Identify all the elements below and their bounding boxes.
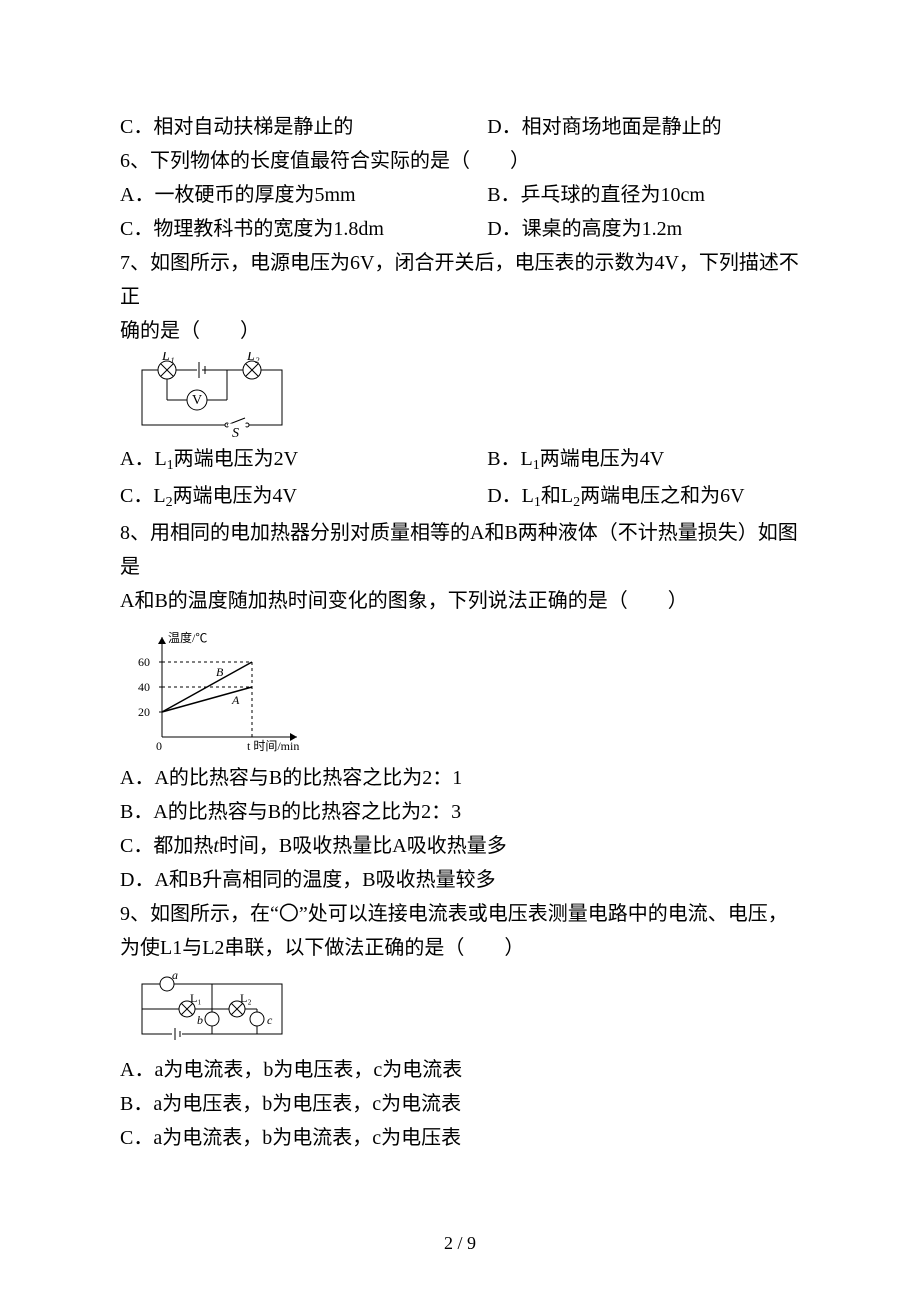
q7-option-d: D．L1和L2两端电压之和为6V [487,479,800,516]
q9-a-label: a [172,969,178,982]
q8-series-a: A [231,693,240,707]
q9-l1-label: L₁ [190,991,202,1005]
q8-option-c: C．都加热t时间，B吸收热量比A吸收热量多 [120,829,800,863]
q8-ylabel: 温度/℃ [168,630,207,645]
q8-stem-line1: 8、用相同的电加热器分别对质量相等的A和B两种液体（不计热量损失）如图是 [120,516,800,584]
q9-stem-line2: 为使L1与L2串联，以下做法正确的是（ ） [120,931,800,965]
q7-options-ab: A．L1两端电压为2V B．L1两端电压为4V [120,442,800,479]
q8-series-b: B [216,665,224,679]
q6-stem: 6、下列物体的长度值最符合实际的是（ ） [120,144,800,178]
q6-option-b: B．乒乓球的直径为10cm [487,178,800,212]
q9-l2-label: L₂ [240,991,252,1005]
q6-options-cd: C．物理教科书的宽度为1.8dm D．课桌的高度为1.2m [120,212,800,246]
q9-option-b: B．a为电压表，b为电压表，c为电流表 [120,1087,800,1121]
q8-xlabel: t 时间/min [247,739,299,753]
q5-options-cd: C．相对自动扶梯是静止的 D．相对商场地面是静止的 [120,110,800,144]
page: C．相对自动扶梯是静止的 D．相对商场地面是静止的 6、下列物体的长度值最符合实… [0,0,920,1302]
q7-l1-label: L₁ [161,352,175,364]
q7-options-cd: C．L2两端电压为4V D．L1和L2两端电压之和为6V [120,479,800,516]
q9-option-a: A．a为电流表，b为电压表，c为电流表 [120,1053,800,1087]
q7-option-c: C．L2两端电压为4V [120,479,487,516]
q5-option-d: D．相对商场地面是静止的 [487,110,800,144]
q7-option-a: A．L1两端电压为2V [120,442,487,479]
svg-text:0: 0 [156,739,162,753]
q7-s-label: S [232,426,239,438]
svg-text:40: 40 [138,680,150,694]
q6-option-c: C．物理教科书的宽度为1.8dm [120,212,487,246]
q7-figure: V L₁ L₂ S [132,352,800,438]
q8-stem-line2: A和B的温度随加热时间变化的图象，下列说法正确的是（ ） [120,584,800,618]
q9-option-c: C．a为电流表，b为电流表，c为电压表 [120,1121,800,1155]
q8-option-a: A．A的比热容与B的比热容之比为2：1 [120,761,800,795]
q9-b-label: b [197,1013,203,1027]
svg-text:20: 20 [138,705,150,719]
q6-option-a: A．一枚硬币的厚度为5mm [120,178,487,212]
q6-option-d: D．课桌的高度为1.2m [487,212,800,246]
page-footer: 2 / 9 [0,1233,920,1254]
svg-text:60: 60 [138,655,150,669]
q6-options-ab: A．一枚硬币的厚度为5mm B．乒乓球的直径为10cm [120,178,800,212]
q9-figure: a b c L₁ L₂ [132,969,800,1049]
q7-l2-label: L₂ [246,352,260,364]
q9-stem-line1: 9、如图所示，在“〇”处可以连接电流表或电压表测量电路中的电流、电压， [120,897,800,931]
q5-option-c: C．相对自动扶梯是静止的 [120,110,487,144]
q8-figure: 60 40 20 0 温度/℃ t 时间/min B A [132,622,800,757]
q9-c-label: c [267,1013,273,1027]
q8-option-b: B．A的比热容与B的比热容之比为2：3 [120,795,800,829]
voltmeter-label: V [192,393,202,408]
q7-stem-line2: 确的是（ ） [120,314,800,348]
q7-option-b: B．L1两端电压为4V [487,442,800,479]
q8-option-d: D．A和B升高相同的温度，B吸收热量较多 [120,863,800,897]
q7-stem-line1: 7、如图所示，电源电压为6V，闭合开关后，电压表的示数为4V，下列描述不正 [120,246,800,314]
